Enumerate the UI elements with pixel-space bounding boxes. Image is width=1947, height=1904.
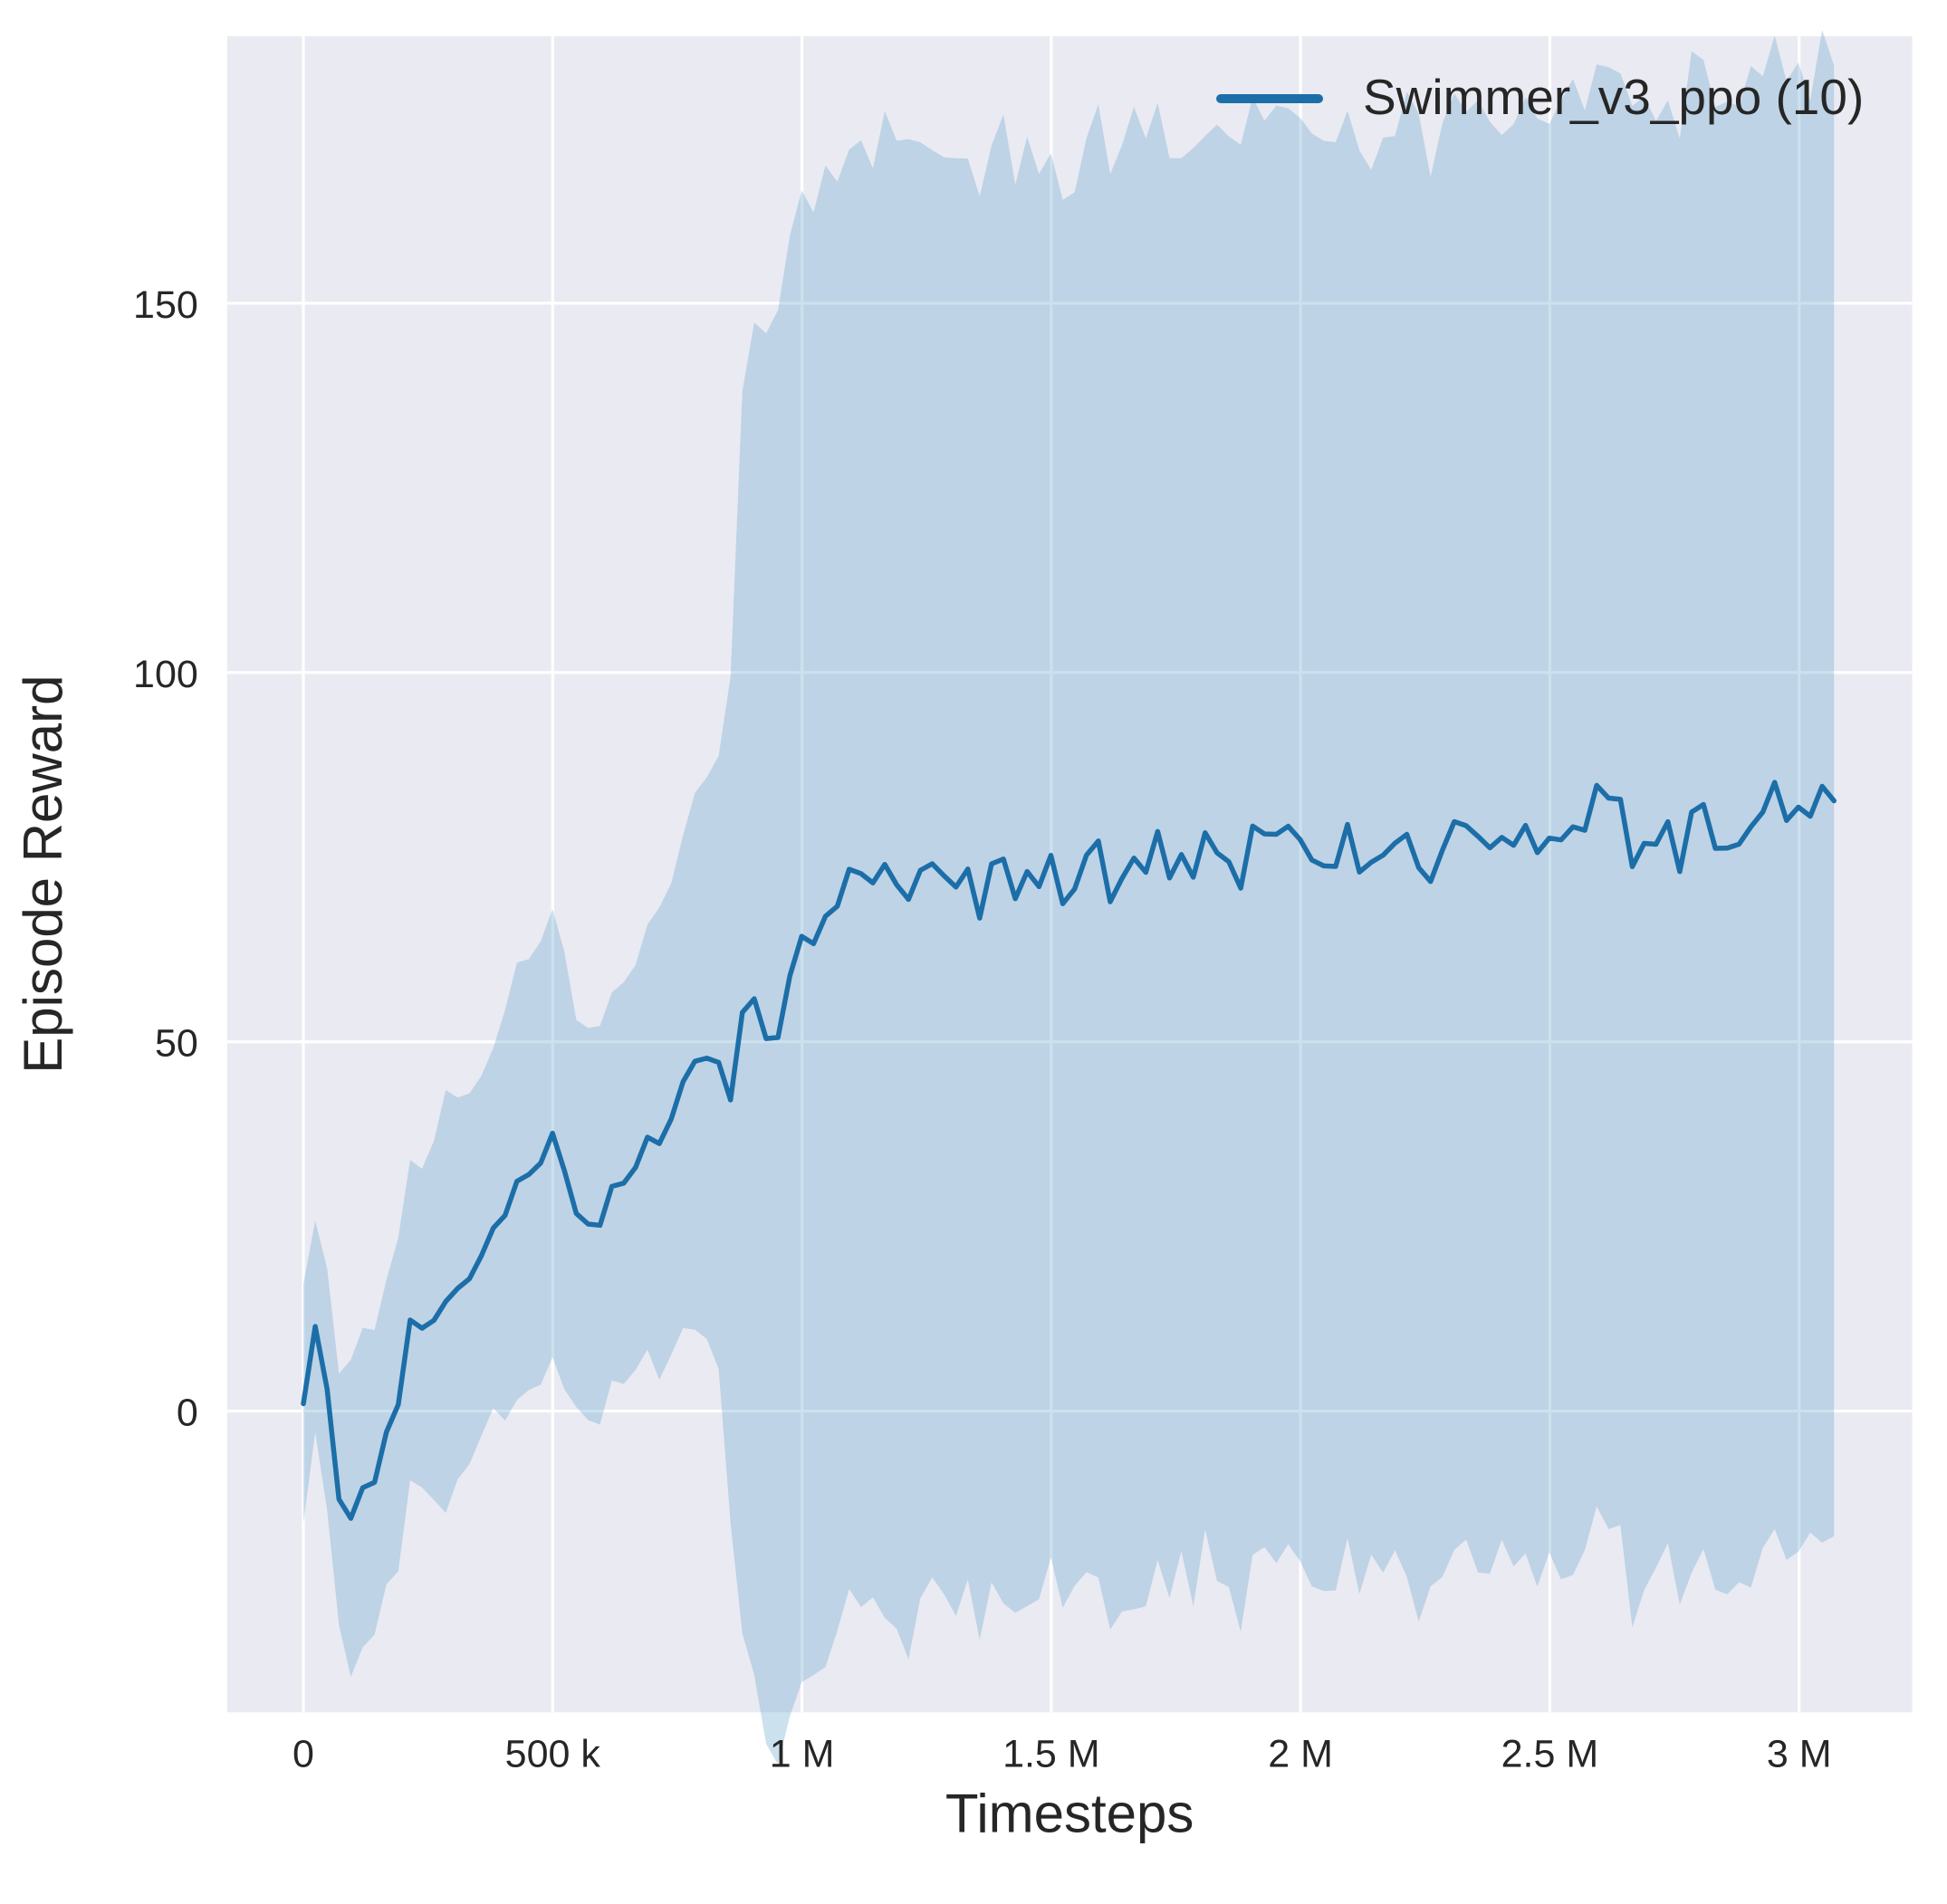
svg-text:0: 0 — [293, 1732, 314, 1775]
svg-text:0: 0 — [177, 1392, 198, 1435]
svg-text:3 M: 3 M — [1767, 1732, 1832, 1775]
svg-text:2 M: 2 M — [1268, 1732, 1333, 1775]
svg-text:Episode Reward: Episode Reward — [13, 675, 73, 1074]
svg-text:100: 100 — [133, 653, 198, 696]
svg-text:Timesteps: Timesteps — [945, 1783, 1194, 1843]
svg-text:150: 150 — [133, 283, 198, 327]
svg-text:50: 50 — [155, 1022, 198, 1066]
svg-text:1 M: 1 M — [770, 1732, 835, 1775]
svg-text:2.5 M: 2.5 M — [1501, 1732, 1599, 1775]
svg-text:500 k: 500 k — [505, 1732, 601, 1775]
svg-text:Swimmer_v3_ppo (10): Swimmer_v3_ppo (10) — [1363, 69, 1864, 125]
svg-text:1.5 M: 1.5 M — [1002, 1732, 1100, 1775]
